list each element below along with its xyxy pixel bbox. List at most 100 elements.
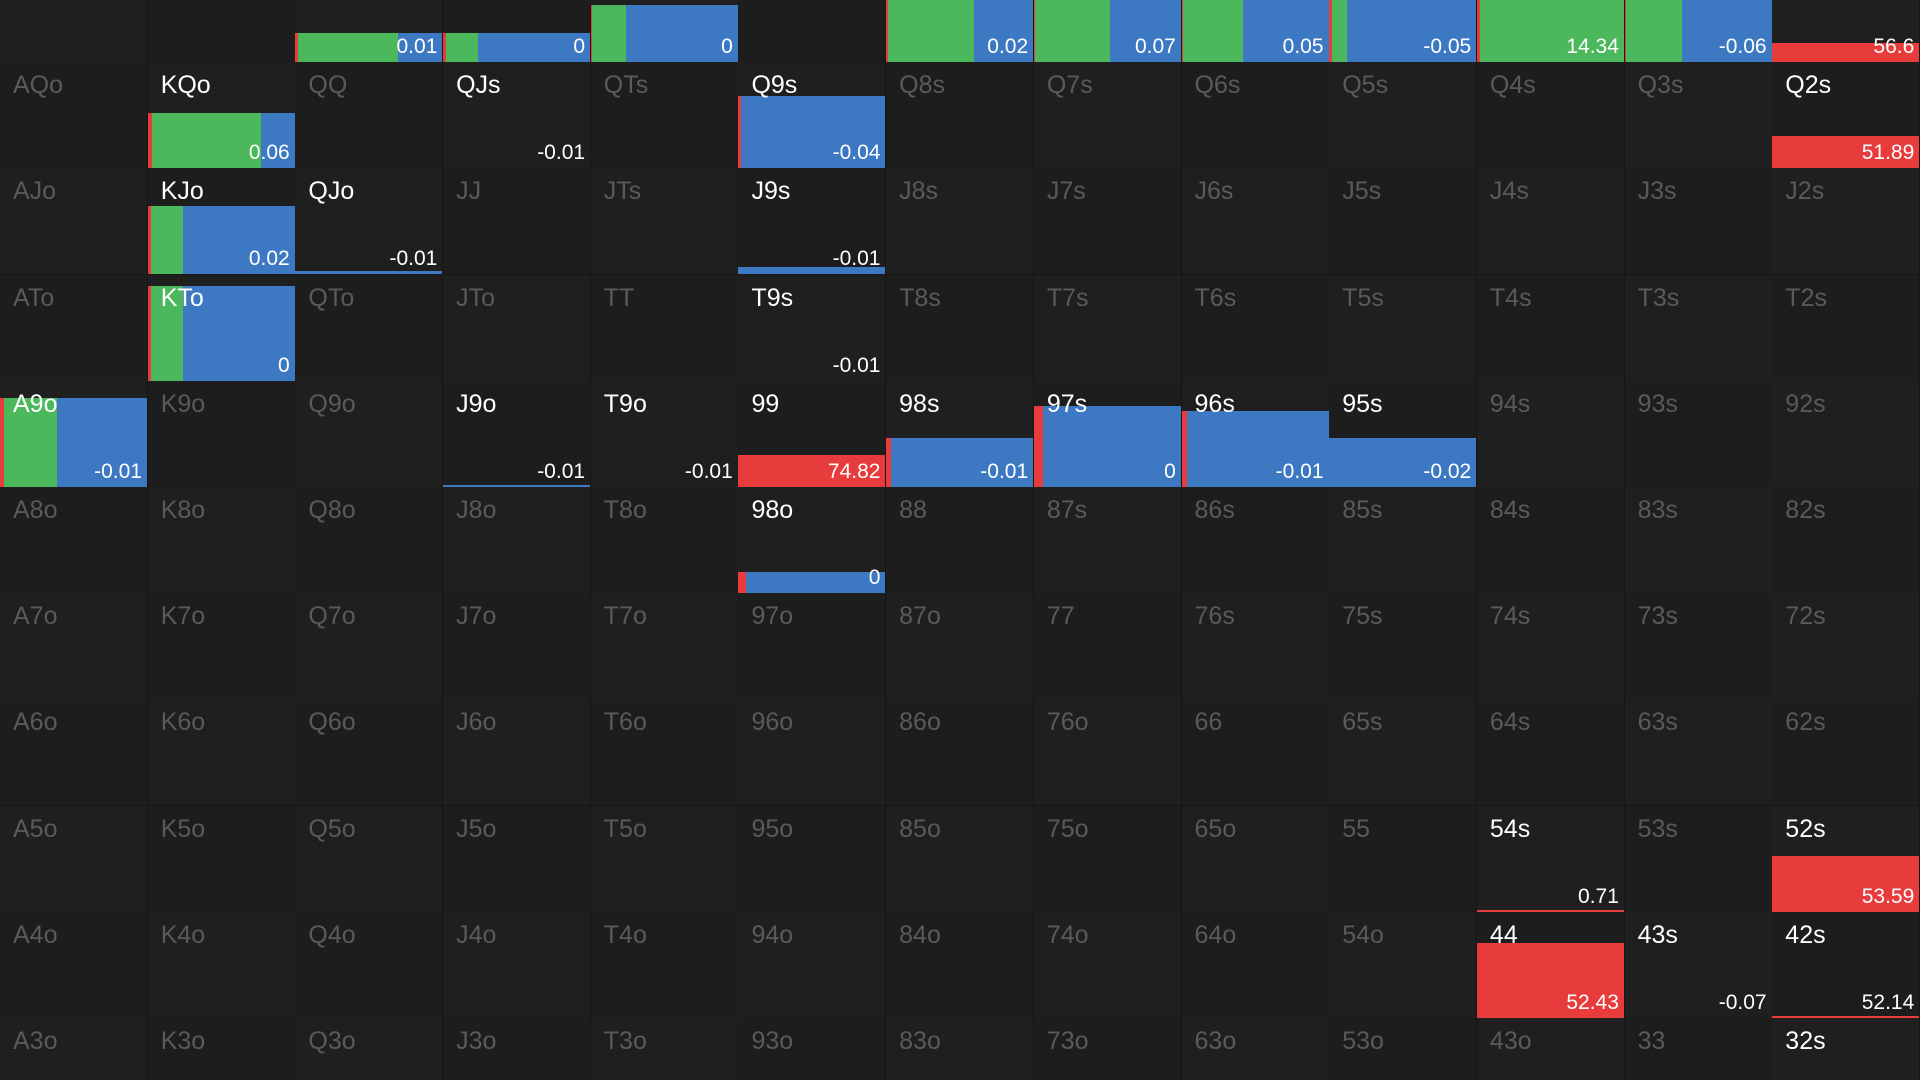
hand-cell[interactable]: Q8s0.02 xyxy=(886,0,1035,63)
hand-cell[interactable]: Q8s xyxy=(886,62,1035,170)
hand-cell[interactable]: J7s xyxy=(1033,168,1182,276)
hand-cell[interactable]: KTo 0 xyxy=(147,274,296,382)
hand-cell[interactable]: QQ xyxy=(295,62,444,170)
hand-cell[interactable]: 53o xyxy=(1329,1018,1478,1080)
hand-cell[interactable]: T8s xyxy=(886,274,1035,382)
hand-cell[interactable]: 75o xyxy=(1033,805,1182,913)
hand-cell[interactable]: QJs0 xyxy=(443,0,592,63)
hand-cell[interactable]: 73s xyxy=(1624,593,1773,701)
hand-cell[interactable]: T8o xyxy=(590,487,739,594)
hand-cell[interactable]: 63o xyxy=(1181,1018,1330,1080)
hand-cell[interactable]: 82s xyxy=(1772,487,1920,594)
hand-cell[interactable]: 83s xyxy=(1624,487,1773,594)
hand-cell[interactable]: JTo xyxy=(443,274,592,382)
hand-cell[interactable]: Q2s 51.89 xyxy=(1772,62,1920,170)
hand-cell[interactable]: 96o xyxy=(738,699,887,807)
hand-cell[interactable]: J6s xyxy=(1181,168,1330,276)
hand-cell[interactable]: 53s xyxy=(1624,805,1773,913)
hand-cell[interactable]: J4o xyxy=(443,911,592,1019)
hand-cell[interactable]: 86s xyxy=(1181,487,1330,594)
hand-cell[interactable]: 85s xyxy=(1329,487,1478,594)
hand-cell[interactable]: ATo xyxy=(0,274,148,382)
hand-cell[interactable]: 98s -0.01 xyxy=(886,380,1035,488)
hand-cell[interactable]: Q9s xyxy=(738,0,887,63)
hand-cell[interactable]: 42s 52.14 xyxy=(1772,911,1920,1019)
hand-cell[interactable]: K8o xyxy=(147,487,296,594)
hand-cell[interactable]: Q2s56.6 xyxy=(1772,0,1920,63)
hand-cell[interactable]: QTs0 xyxy=(590,0,739,63)
hand-cell[interactable]: 64s xyxy=(1476,699,1625,807)
hand-cell[interactable]: 64o xyxy=(1181,911,1330,1019)
hand-cell[interactable]: 63s xyxy=(1624,699,1773,807)
hand-cell[interactable]: Q5s-0.05 xyxy=(1329,0,1478,63)
hand-cell[interactable]: 73o xyxy=(1033,1018,1182,1080)
hand-cell[interactable]: 65s xyxy=(1329,699,1478,807)
hand-cell[interactable]: 75s xyxy=(1329,593,1478,701)
hand-cell[interactable]: 84s xyxy=(1476,487,1625,594)
hand-cell[interactable]: 92s xyxy=(1772,380,1920,488)
hand-cell[interactable]: Q7s0.07 xyxy=(1033,0,1182,63)
hand-cell[interactable]: 97s 0 xyxy=(1033,380,1182,488)
hand-cell[interactable]: 54s 0.71 xyxy=(1476,805,1625,913)
hand-cell[interactable]: 76s xyxy=(1181,593,1330,701)
hand-cell[interactable]: J9o -0.01 xyxy=(443,380,592,488)
hand-cell[interactable]: KJo 0.02 xyxy=(147,168,296,276)
hand-cell[interactable]: 94o xyxy=(738,911,887,1019)
hand-cell[interactable]: 72s xyxy=(1772,593,1920,701)
hand-cell[interactable]: Q8o xyxy=(295,487,444,594)
hand-cell[interactable]: 33 xyxy=(1624,1018,1773,1080)
hand-cell[interactable]: Q6s0.05 xyxy=(1181,0,1330,63)
hand-cell[interactable]: 65o xyxy=(1181,805,1330,913)
hand-cell[interactable]: Q6s xyxy=(1181,62,1330,170)
hand-cell[interactable]: QTs xyxy=(590,62,739,170)
hand-cell[interactable]: A4o xyxy=(0,911,148,1019)
hand-cell[interactable]: J3s xyxy=(1624,168,1773,276)
hand-cell[interactable]: A6o xyxy=(0,699,148,807)
hand-cell[interactable]: T7s xyxy=(1033,274,1182,382)
hand-cell[interactable]: QKs0.01 xyxy=(295,0,444,63)
hand-cell[interactable]: 62s xyxy=(1772,699,1920,807)
hand-cell[interactable]: 98o 0 xyxy=(738,487,887,594)
hand-cell[interactable]: 74o xyxy=(1033,911,1182,1019)
hand-cell[interactable]: AKo xyxy=(0,0,148,63)
hand-cell[interactable]: QTo xyxy=(295,274,444,382)
hand-cell[interactable]: Q5o xyxy=(295,805,444,913)
hand-cell[interactable]: A5o xyxy=(0,805,148,913)
hand-cell[interactable]: 95o xyxy=(738,805,887,913)
hand-cell[interactable]: Q9o xyxy=(295,380,444,488)
hand-cell[interactable]: A7o xyxy=(0,593,148,701)
hand-cell[interactable]: T7o xyxy=(590,593,739,701)
hand-cell[interactable]: Q4o xyxy=(295,911,444,1019)
hand-cell[interactable]: Q7s xyxy=(1033,62,1182,170)
hand-cell[interactable]: K9o xyxy=(147,380,296,488)
hand-cell[interactable]: 84o xyxy=(886,911,1035,1019)
hand-cell[interactable]: Q3s-0.06 xyxy=(1624,0,1773,63)
hand-cell[interactable]: 99 74.82 xyxy=(738,380,887,488)
hand-cell[interactable]: JTs xyxy=(590,168,739,276)
hand-cell[interactable]: QJo -0.01 xyxy=(295,168,444,276)
hand-cell[interactable]: Q3o xyxy=(295,1018,444,1080)
hand-cell[interactable]: 97o xyxy=(738,593,887,701)
hand-cell[interactable]: 94s xyxy=(1476,380,1625,488)
hand-cell[interactable]: Q4s14.34 xyxy=(1476,0,1625,63)
hand-cell[interactable]: Q6o xyxy=(295,699,444,807)
hand-cell[interactable]: J6o xyxy=(443,699,592,807)
hand-cell[interactable]: AJo xyxy=(0,168,148,276)
hand-cell[interactable]: T2s xyxy=(1772,274,1920,382)
hand-cell[interactable]: 87s xyxy=(1033,487,1182,594)
hand-cell[interactable]: T6o xyxy=(590,699,739,807)
hand-cell[interactable]: J7o xyxy=(443,593,592,701)
hand-cell[interactable]: Q5s xyxy=(1329,62,1478,170)
hand-cell[interactable]: AQo xyxy=(0,62,148,170)
hand-cell[interactable]: T4o xyxy=(590,911,739,1019)
hand-cell[interactable]: 88 xyxy=(886,487,1035,594)
hand-cell[interactable]: 76o xyxy=(1033,699,1182,807)
hand-cell[interactable]: 95s -0.02 xyxy=(1329,380,1478,488)
hand-cell[interactable]: 83o xyxy=(886,1018,1035,1080)
hand-cell[interactable]: 77 xyxy=(1033,593,1182,701)
hand-cell[interactable]: 87o xyxy=(886,593,1035,701)
hand-cell[interactable]: K6o xyxy=(147,699,296,807)
hand-cell[interactable]: 32s xyxy=(1772,1018,1920,1080)
hand-cell[interactable]: K4o xyxy=(147,911,296,1019)
hand-cell[interactable]: 93o xyxy=(738,1018,887,1080)
